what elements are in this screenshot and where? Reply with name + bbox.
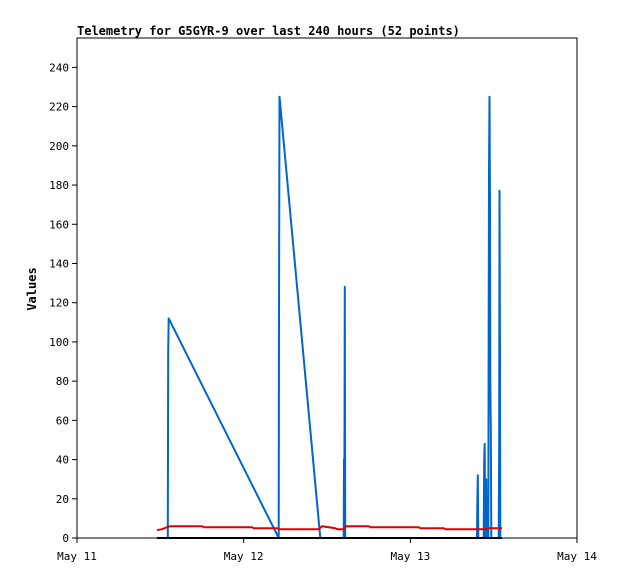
plot-area xyxy=(76,37,578,539)
y-tick-label: 200 xyxy=(49,140,69,153)
y-tick-label: 80 xyxy=(56,375,69,388)
y-axis: 0 20 40 60 80 100 120 140 160 180 200 220 240 xyxy=(49,61,77,545)
y-tick-label: 100 xyxy=(49,336,69,349)
series-line-red xyxy=(156,525,502,532)
x-tick-label: May 14 xyxy=(557,550,597,563)
chart-title: Telemetry for G5GYR-9 over last 240 hour… xyxy=(77,24,460,38)
y-axis-label: Values xyxy=(25,267,39,310)
y-tick-label: 40 xyxy=(56,454,69,467)
y-tick-label: 180 xyxy=(49,179,69,192)
y-tick-label: 220 xyxy=(49,101,69,114)
series-line-blue xyxy=(166,95,502,539)
y-tick-label: 60 xyxy=(56,414,69,427)
y-tick-label: 240 xyxy=(49,61,69,74)
x-tick-label: May 11 xyxy=(57,550,97,563)
y-tick-label: 140 xyxy=(49,257,69,270)
y-tick-label: 160 xyxy=(49,218,69,231)
y-tick-label: 120 xyxy=(49,297,69,310)
x-tick-label: May 12 xyxy=(224,550,264,563)
y-tick-label: 20 xyxy=(56,493,69,506)
series-layer xyxy=(156,95,502,539)
y-tick-label: 0 xyxy=(62,532,69,545)
x-axis: May 11 May 12 May 13 May 14 xyxy=(57,538,597,563)
x-tick-label: May 13 xyxy=(390,550,430,563)
